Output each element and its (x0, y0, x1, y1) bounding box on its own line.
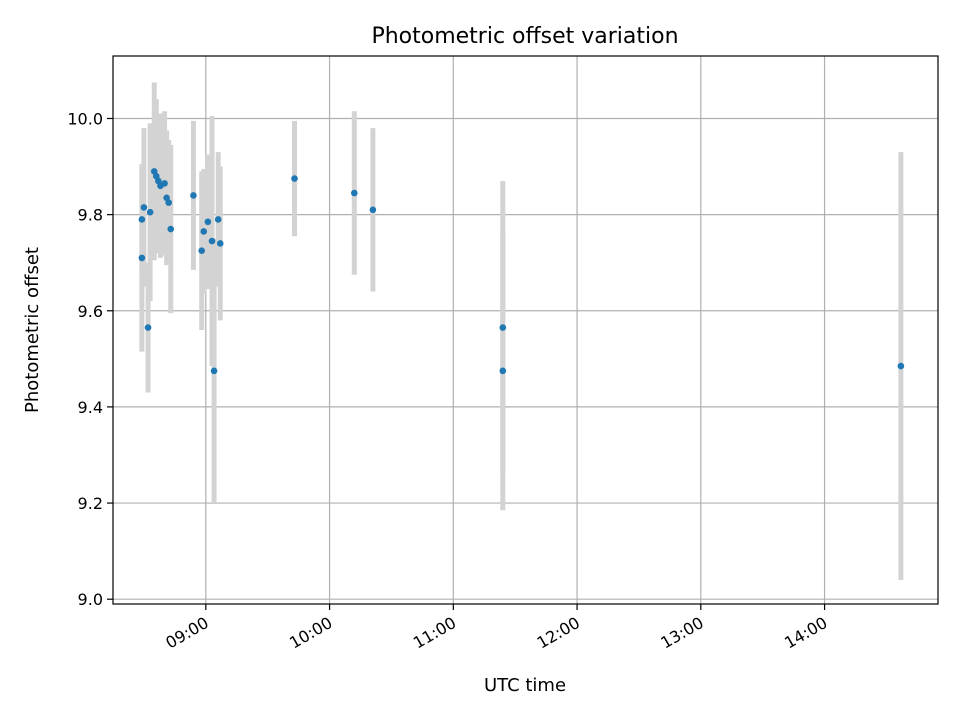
data-point (144, 324, 152, 331)
data-point (351, 189, 358, 197)
y-tick-label: 9.4 (78, 398, 103, 417)
y-axis-label: Photometric offset (22, 247, 43, 413)
data-point (204, 218, 212, 226)
grid-lines (113, 56, 938, 604)
data-points (138, 168, 905, 375)
data-point (167, 225, 175, 233)
data-point (198, 247, 205, 254)
x-axis-label: UTC time (484, 675, 566, 696)
data-point (369, 206, 377, 214)
data-point (216, 240, 224, 247)
data-point (138, 254, 146, 262)
data-point (210, 367, 218, 375)
y-tick-label: 9.6 (78, 302, 103, 321)
y-tick-label: 9.0 (78, 590, 103, 609)
data-point (291, 175, 298, 182)
chart-title: Photometric offset variation (371, 24, 678, 49)
data-point (499, 324, 507, 331)
data-point (190, 192, 197, 199)
data-point (897, 362, 905, 370)
data-point (208, 237, 216, 245)
y-tick-label: 9.2 (78, 494, 103, 513)
data-point (161, 180, 168, 187)
data-point (200, 228, 208, 235)
data-point (146, 208, 154, 216)
plot-frame (112, 55, 939, 605)
data-point (214, 216, 222, 223)
data-point (499, 367, 507, 375)
data-point (140, 204, 148, 211)
y-tick-label: 10.0 (67, 109, 103, 128)
y-axis-ticks: 9.0 9.2 9.4 9.6 9.8 10.0 (67, 109, 113, 609)
data-point (138, 216, 146, 223)
data-point (165, 199, 172, 206)
y-tick-label: 9.8 (78, 206, 103, 225)
